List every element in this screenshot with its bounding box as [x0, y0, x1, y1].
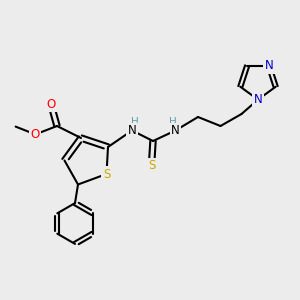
- Text: N: N: [254, 93, 262, 106]
- Text: N: N: [128, 124, 136, 137]
- Text: S: S: [148, 159, 155, 172]
- Text: O: O: [31, 128, 40, 141]
- Text: S: S: [103, 167, 110, 181]
- Text: N: N: [265, 59, 273, 73]
- Text: N: N: [171, 124, 180, 137]
- Text: H: H: [131, 117, 139, 127]
- Text: H: H: [169, 117, 176, 127]
- Text: O: O: [46, 98, 56, 111]
